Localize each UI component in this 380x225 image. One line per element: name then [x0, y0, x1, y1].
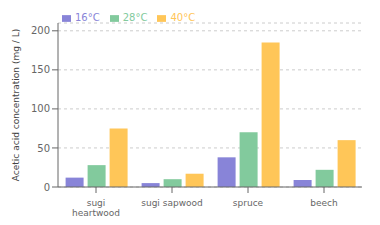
html-text:40°C: 40°C	[170, 12, 196, 23]
svg-text:sugi sapwood: sugi sapwood	[141, 198, 202, 208]
svg-text:50: 50	[37, 143, 50, 154]
svg-text:0: 0	[44, 182, 50, 193]
svg-text:150: 150	[31, 64, 50, 75]
html-text:28°C: 28°C	[122, 12, 148, 23]
html-text:16°C: 16°C	[75, 12, 100, 23]
svg-text:200: 200	[31, 25, 50, 36]
svg-text:beech: beech	[310, 198, 337, 208]
svg-text:spruce: spruce	[233, 198, 264, 208]
svg-text:sugiheartwood: sugiheartwood	[72, 198, 120, 217]
svg-text:Acetic acid concentration (mg: Acetic acid concentration (mg / L)	[11, 29, 21, 181]
svg-text:100: 100	[31, 103, 50, 114]
